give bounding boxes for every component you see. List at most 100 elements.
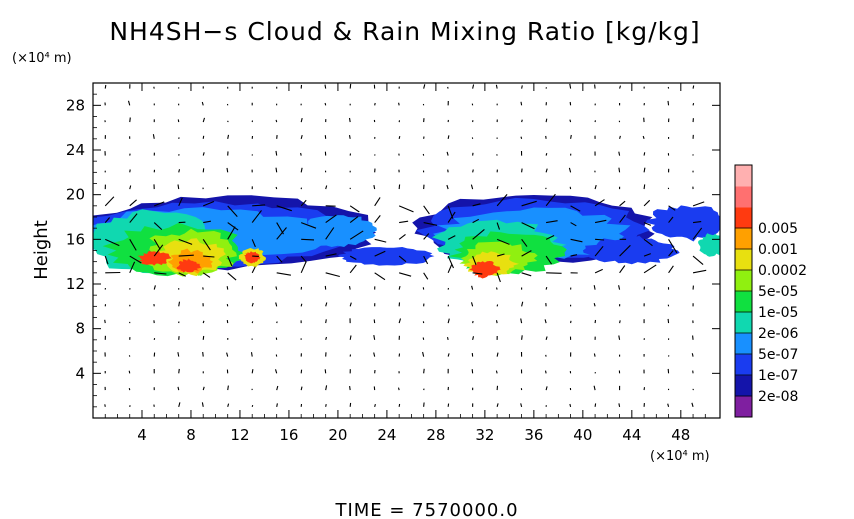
wind-vector (275, 150, 278, 156)
wind-vector (691, 353, 694, 357)
wind-vector (520, 136, 523, 139)
colorbar-swatch (735, 291, 752, 313)
colorbar-label: 1e-05 (758, 305, 798, 321)
colorbar-swatch (735, 396, 752, 418)
wind-vector (349, 302, 352, 307)
wind-vector (201, 101, 204, 106)
wind-vector (521, 335, 523, 340)
wind-vector (692, 255, 704, 266)
wind-vector (349, 264, 357, 274)
wind-vector (227, 385, 229, 391)
wind-vector (521, 200, 537, 207)
wind-vector (594, 199, 605, 207)
wind-vector (447, 353, 450, 357)
wind-vector (178, 301, 181, 307)
wind-vector (643, 184, 646, 190)
colorbar-swatch (735, 165, 752, 187)
wind-vector (593, 285, 596, 290)
wind-vector (618, 167, 621, 173)
wind-vector (178, 368, 180, 374)
wind-vector (374, 215, 381, 223)
colorbar-swatch (735, 312, 752, 334)
wind-vector (398, 102, 400, 106)
x-unit-label: (×10⁴ m) (650, 449, 710, 464)
x-tick-label: 4 (137, 426, 147, 444)
wind-vector (692, 102, 695, 106)
wind-vector (423, 222, 438, 226)
wind-vector (568, 167, 572, 173)
x-tick-label: 16 (279, 426, 298, 444)
wind-vector (177, 352, 180, 357)
colorbar-swatch (735, 333, 752, 355)
wind-vector (470, 184, 474, 190)
wind-vector (325, 214, 337, 224)
wind-vector (545, 193, 556, 207)
wind-vector (227, 255, 233, 267)
wind-vector (521, 85, 523, 89)
wind-vector (496, 185, 499, 190)
wind-vector (472, 169, 474, 173)
wind-vector (545, 168, 548, 173)
colorbar-swatch (735, 249, 752, 271)
wind-vector (496, 403, 499, 407)
wind-vector (374, 272, 386, 281)
colorbar-label: 0.005 (758, 221, 798, 237)
wind-vector (300, 167, 303, 173)
wind-vector (472, 218, 480, 224)
wind-vector (643, 264, 657, 274)
x-tick-label: 44 (622, 426, 641, 444)
wind-vector (276, 385, 279, 391)
wind-vector (399, 220, 409, 224)
wind-vector (520, 403, 523, 407)
wind-vector (178, 402, 181, 407)
wind-vector (521, 272, 532, 277)
y-axis: 4 8 12 16 20 24 28 (66, 93, 720, 408)
wind-vector (618, 335, 621, 340)
wind-vector (520, 318, 523, 324)
wind-vector (668, 205, 676, 211)
cloud-level (645, 205, 720, 242)
wind-vector (178, 272, 186, 277)
wind-vector (446, 184, 449, 190)
wind-vector (251, 266, 256, 274)
wind-vector (201, 402, 204, 407)
wind-vector (570, 222, 577, 227)
wind-vector (642, 135, 645, 140)
wind-vector (129, 261, 136, 274)
wind-vector (643, 253, 651, 257)
cloud-field (93, 195, 720, 279)
wind-vector (105, 238, 120, 247)
wind-vector (349, 230, 364, 240)
wind-vector (178, 254, 194, 257)
y-unit-label: (×10⁴ m) (12, 51, 72, 66)
wind-vector (471, 285, 474, 290)
colorbar: 2e-08 1e-07 5e-07 2e-06 1e-05 5e-05 0.0002 0.00… (734, 164, 807, 418)
wind-vector (398, 205, 414, 213)
wind-vector (301, 238, 315, 241)
wind-vector (128, 370, 131, 374)
wind-vector (544, 370, 547, 374)
x-tick-label: 48 (671, 426, 690, 444)
cloud-level (300, 215, 377, 247)
wind-vector (594, 268, 603, 274)
wind-vector (251, 404, 254, 407)
wind-vector (496, 222, 501, 230)
cloud-level (469, 261, 501, 279)
wind-vector (300, 222, 317, 229)
y-tick-label: 16 (66, 230, 85, 248)
y-tick-label: 12 (66, 275, 85, 293)
wind-vector (251, 321, 254, 324)
wind-vector (300, 134, 303, 139)
wind-vector (423, 84, 426, 89)
wind-vector (251, 302, 254, 307)
wind-vector (349, 255, 357, 260)
x-axis: 4 8 12 16 20 24 28 32 36 40 44 48 (104, 83, 706, 444)
wind-vector (595, 238, 605, 241)
x-tick-label: 40 (573, 426, 592, 444)
wind-vector (398, 135, 401, 139)
wind-vector (104, 84, 107, 89)
wind-vector (496, 352, 499, 357)
wind-vector (153, 244, 164, 257)
wind-vector (373, 184, 376, 190)
time-label: TIME = 7570000.0 (334, 500, 518, 519)
